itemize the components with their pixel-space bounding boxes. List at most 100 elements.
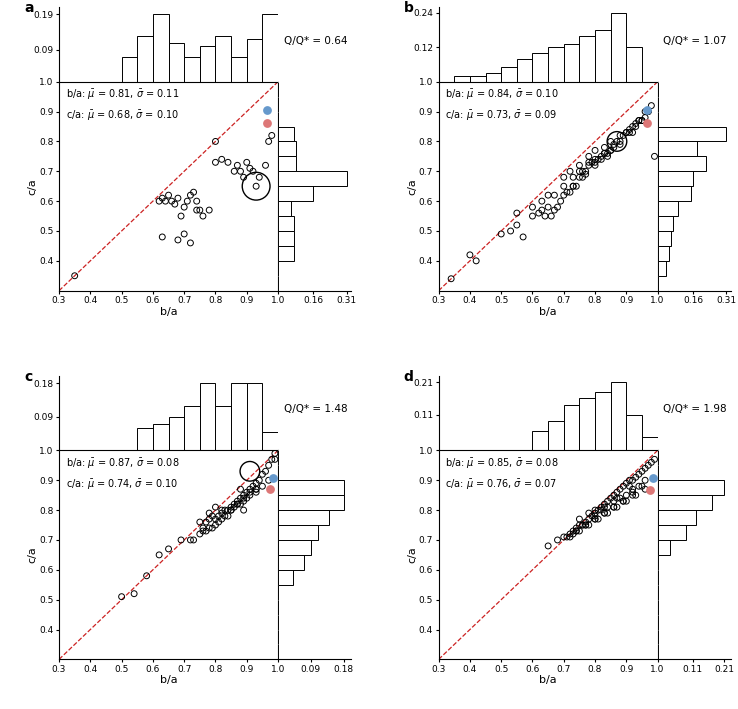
Point	[156, 192, 168, 203]
Point	[593, 154, 604, 165]
Point	[558, 531, 570, 542]
Point	[505, 225, 517, 237]
Point	[250, 486, 262, 498]
Point	[568, 181, 579, 192]
Point	[511, 208, 523, 219]
Point	[621, 489, 632, 501]
Point	[551, 201, 563, 213]
Point	[200, 525, 212, 537]
Bar	[278, 525, 318, 540]
Point	[570, 525, 582, 537]
Point	[542, 189, 554, 201]
Point	[583, 157, 595, 168]
Point	[141, 570, 153, 581]
Point	[250, 484, 262, 495]
Point	[564, 528, 576, 540]
Bar	[137, 35, 153, 82]
Bar	[658, 157, 706, 172]
Point	[627, 486, 638, 498]
Point	[641, 117, 652, 128]
Point	[179, 228, 190, 240]
Point	[636, 481, 648, 492]
Bar	[455, 76, 470, 82]
Point	[630, 489, 641, 501]
Point	[570, 523, 582, 534]
Point	[624, 474, 635, 486]
Point	[605, 135, 617, 147]
Point	[269, 447, 281, 459]
Point	[558, 181, 570, 192]
Point	[266, 454, 277, 465]
Point	[247, 481, 259, 492]
Text: Q/Q* = 1.07: Q/Q* = 1.07	[663, 35, 727, 45]
Point	[232, 160, 244, 171]
Point	[573, 172, 585, 183]
Point	[599, 498, 610, 510]
Point	[241, 157, 252, 168]
Bar	[470, 76, 486, 82]
Point	[583, 513, 595, 525]
Point	[215, 513, 227, 525]
Text: c: c	[24, 370, 32, 384]
Point	[241, 486, 252, 498]
Point	[633, 115, 645, 126]
Bar	[564, 45, 579, 82]
Point	[614, 493, 626, 504]
Point	[601, 508, 613, 519]
Point	[162, 543, 174, 554]
Bar	[658, 201, 677, 216]
Bar	[579, 35, 595, 82]
Bar	[658, 540, 670, 555]
Point	[536, 204, 548, 216]
Bar	[533, 53, 548, 82]
Text: b/a: $\bar{\mu}$ = 0.84, $\bar{\sigma}$ = 0.10: b/a: $\bar{\mu}$ = 0.84, $\bar{\sigma}$ …	[445, 88, 559, 102]
Bar	[231, 57, 246, 82]
Point	[617, 496, 629, 507]
Point	[633, 115, 645, 126]
Point	[156, 231, 168, 242]
Point	[627, 484, 638, 495]
Point	[596, 504, 607, 515]
Point	[573, 525, 585, 537]
Point	[576, 520, 588, 531]
Point	[589, 145, 601, 156]
Point	[235, 498, 246, 510]
Point	[244, 486, 256, 498]
Point	[639, 106, 651, 117]
Point	[203, 523, 215, 534]
Bar	[215, 406, 231, 450]
Point	[599, 142, 610, 153]
Bar	[153, 424, 168, 450]
Point	[580, 166, 592, 177]
Point	[210, 157, 221, 168]
Point	[599, 147, 610, 159]
Bar	[168, 43, 184, 82]
Point	[269, 454, 281, 465]
Point	[611, 486, 623, 498]
Bar	[215, 35, 231, 82]
Point	[576, 166, 588, 177]
Point	[596, 154, 607, 165]
Point	[263, 459, 275, 471]
Point	[172, 234, 184, 245]
Point	[573, 513, 585, 525]
Point	[228, 166, 240, 177]
Text: d: d	[404, 370, 413, 384]
Point	[570, 525, 582, 537]
Point	[611, 493, 623, 504]
Point	[608, 501, 620, 513]
Point	[187, 535, 199, 546]
Point	[589, 504, 601, 515]
Bar	[533, 431, 548, 450]
Point	[250, 181, 262, 192]
Point	[232, 498, 244, 510]
Point	[605, 493, 617, 504]
Bar	[658, 231, 671, 246]
Point	[580, 516, 592, 527]
Bar	[278, 480, 344, 495]
Point	[241, 493, 252, 504]
Point	[589, 513, 601, 525]
Point	[69, 270, 80, 281]
Point	[605, 145, 617, 156]
Point	[536, 196, 548, 207]
